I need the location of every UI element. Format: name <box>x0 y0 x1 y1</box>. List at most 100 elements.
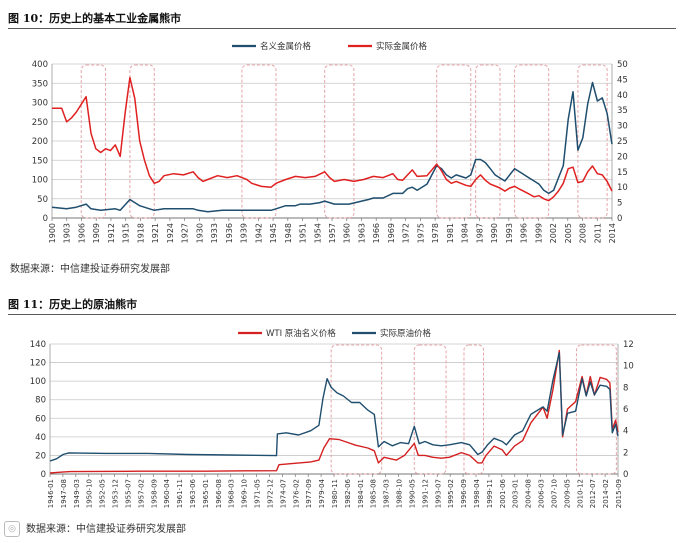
oil-chart-x-tick-label: 1982-06 <box>344 478 352 508</box>
oil-chart-x-tick-label: 1957-02 <box>137 479 145 508</box>
oil-chart-x-tick-label: 1966-08 <box>215 479 223 508</box>
oil-chart-x-tick-label: 1984-01 <box>357 479 365 508</box>
metal-chart-right-tick-label: 35 <box>617 106 628 116</box>
metal-chart-left-tick-label: 400 <box>32 60 48 70</box>
metal-chart-x-tick-label: 1903 <box>63 223 72 243</box>
metal-chart-right-tick-label: 45 <box>617 75 628 85</box>
oil-chart-left-tick-label: 60 <box>35 414 46 424</box>
metal-chart-left-tick-label: 150 <box>32 156 48 166</box>
figure-10-source: 数据来源：中信建投证券研究发展部 <box>10 264 170 275</box>
metal-chart-bear-market-span <box>475 64 501 219</box>
oil-chart-x-tick-label: 1960-04 <box>163 478 171 508</box>
oil-chart-x-tick-label: 1974-07 <box>279 479 287 508</box>
metal-chart-right-tick-label: 25 <box>617 137 628 147</box>
metal-chart-x-tick-label: 1984 <box>461 223 470 243</box>
metal-chart-left-tick-label: 100 <box>32 176 48 186</box>
metal-chart-bear-market-span <box>324 64 355 219</box>
metal-chart-x-tick-label: 1987 <box>475 223 484 243</box>
watermark-icon: ◎ <box>4 521 20 537</box>
metal-chart-x-tick-label: 1930 <box>195 223 204 243</box>
oil-chart-x-tick-label: 2003-01 <box>512 479 520 508</box>
metal-chart-series-line-2 <box>52 76 613 202</box>
oil-chart-right-tick-label: 10 <box>623 362 634 372</box>
metal-chart-x-tick-label: 1969 <box>387 223 396 243</box>
metal-chart-bear-market-span <box>80 64 107 219</box>
metal-chart-x-tick-label: 1900 <box>48 223 57 243</box>
oil-chart-x-tick-label: 1980-11 <box>331 479 339 508</box>
oil-chart-x-tick-label: 1987-03 <box>383 479 391 508</box>
metal-chart-right-tick-label: 20 <box>617 152 628 162</box>
oil-chart-x-tick-label: 1961-11 <box>176 479 184 508</box>
oil-chart-series-line-2 <box>49 352 619 462</box>
metal-chart-x-tick-label: 2002 <box>549 223 558 243</box>
oil-chart-bear-market-span <box>413 344 447 475</box>
oil-chart-x-tick-label: 1963-06 <box>189 478 197 508</box>
metal-chart-x-tick-label: 1942 <box>254 223 263 243</box>
oil-chart-left-tick-label: 20 <box>35 451 46 461</box>
oil-chart-x-tick-label: 1955-07 <box>124 479 132 508</box>
oil-chart-left-tick-label: 80 <box>35 396 46 406</box>
metal-chart-legend-label: 实际金属价格 <box>376 41 428 52</box>
metal-chart-x-tick-label: 1981 <box>446 223 455 243</box>
metal-chart-bear-market-span <box>436 64 472 219</box>
oil-bear-market-chart: 0 20 40 60 80 100 120 140 0 2 4 6 8 10 12 1946-01 1947-0… <box>30 328 634 508</box>
oil-chart-bear-market-span <box>463 344 485 475</box>
figure-10-title: 图 10：历史上的基本工业金属熊市 <box>8 12 182 25</box>
oil-chart-x-tick-label: 2007-10 <box>550 479 558 508</box>
metal-chart-series-line-1 <box>51 81 613 213</box>
oil-chart-legend-label: WTI 原油名义价格 <box>266 328 336 339</box>
metal-chart-x-tick-label: 1918 <box>136 223 145 243</box>
metal-chart-x-tick-label: 2008 <box>579 223 588 243</box>
metal-chart-x-tick-label: 1963 <box>357 223 366 243</box>
oil-chart-x-tick-label: 1947-08 <box>60 479 68 508</box>
metal-chart-left-tick-label: 200 <box>32 137 48 147</box>
metal-chart-x-tick-label: 1996 <box>520 223 529 243</box>
oil-chart-left-tick-label: 0 <box>41 470 46 480</box>
metal-chart-bear-market-span <box>129 64 155 219</box>
metal-chart-x-tick-label: 1978 <box>431 223 440 243</box>
figure-11-source: 数据来源：中信建投证券研究发展部 <box>26 524 186 535</box>
metal-chart-right-tick-label: 30 <box>617 122 628 132</box>
oil-chart-x-tick-label: 1976-02 <box>292 479 300 508</box>
figure-10-rule <box>8 28 676 29</box>
oil-chart-left-tick-label: 140 <box>30 340 46 350</box>
metal-chart-left-tick-label: 250 <box>32 118 48 128</box>
metal-chart-left-tick-label: 350 <box>32 79 48 89</box>
metal-chart-left-tick-label: 0 <box>43 214 48 224</box>
metal-chart-x-tick-label: 1990 <box>490 223 499 243</box>
oil-chart-x-tick-label: 2001-06 <box>499 478 507 508</box>
metal-chart-x-tick-label: 1948 <box>284 223 293 243</box>
metal-chart-x-tick-label: 1909 <box>92 223 101 243</box>
oil-chart-right-tick-label: 0 <box>623 470 628 480</box>
oil-chart-legend-label: 实际原油价格 <box>380 328 432 339</box>
oil-chart-x-tick-label: 1985-08 <box>370 479 378 508</box>
oil-chart-x-tick-label: 1991-12 <box>421 479 429 508</box>
oil-chart-left-tick-label: 100 <box>30 377 46 387</box>
metal-chart-right-tick-label: 40 <box>617 91 628 101</box>
metal-chart-right-tick-label: 0 <box>617 214 622 224</box>
metal-chart-x-tick-label: 1975 <box>416 223 425 243</box>
oil-chart-x-tick-label: 1990-05 <box>408 479 416 508</box>
metal-chart-x-tick-label: 1966 <box>372 223 381 243</box>
metal-chart-bear-market-span <box>514 64 550 219</box>
oil-chart-x-tick-label: 2012-07 <box>589 479 597 508</box>
metal-chart-x-tick-label: 1960 <box>343 223 352 243</box>
metal-chart-x-tick-label: 1957 <box>328 223 337 243</box>
metal-chart-x-tick-label: 1921 <box>151 223 160 243</box>
metal-chart-x-tick-label: 1993 <box>505 223 514 243</box>
metal-chart-x-tick-label: 2011 <box>593 223 602 243</box>
metal-chart-x-tick-label: 1906 <box>77 223 86 243</box>
metal-chart-bear-market-span <box>577 64 608 219</box>
metal-chart-x-tick-label: 1933 <box>210 223 219 243</box>
metal-chart-x-tick-label: 1945 <box>269 223 278 243</box>
figure-11-rule <box>8 314 676 315</box>
metal-chart-x-tick-label: 1915 <box>122 223 131 243</box>
metal-chart-bear-market-span <box>241 64 277 219</box>
oil-chart-bear-market-span <box>330 344 383 475</box>
metal-chart-x-tick-label: 1972 <box>402 223 411 243</box>
metal-chart-left-tick-label: 50 <box>37 195 48 205</box>
oil-chart-right-tick-label: 4 <box>623 427 628 437</box>
oil-chart-x-tick-label: 1971-05 <box>254 479 262 508</box>
oil-chart-x-tick-label: 1949-03 <box>73 479 81 508</box>
oil-chart-x-tick-label: 1996-09 <box>460 479 468 508</box>
